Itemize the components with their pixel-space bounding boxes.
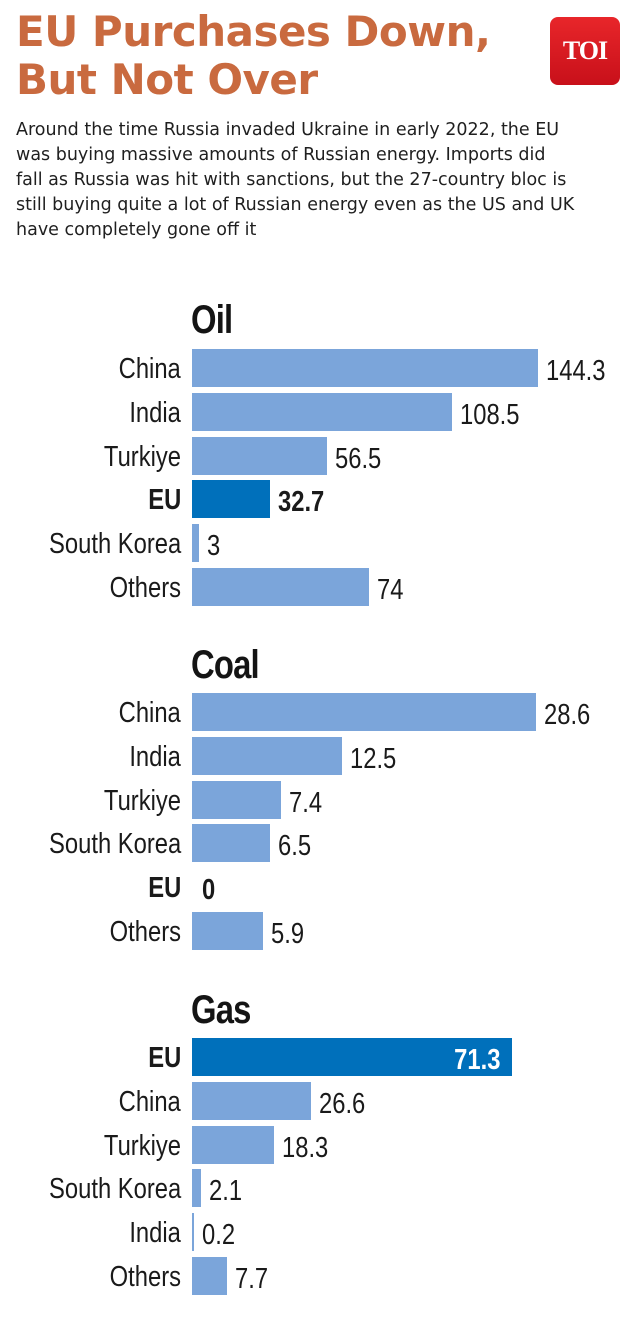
coal-row-china: China 28.6 — [0, 693, 635, 731]
gas-row-eu: EU 71.3 — [0, 1038, 635, 1076]
category-label: Others — [109, 1261, 181, 1293]
category-label: India — [129, 397, 181, 429]
coal-row-south-korea: South Korea 6.5 — [0, 824, 635, 862]
bar — [192, 824, 271, 862]
coal-row-eu: EU 0 — [0, 868, 635, 906]
bar — [192, 693, 536, 731]
bar — [192, 1213, 194, 1251]
bar — [192, 1126, 275, 1164]
category-label: Turkiye — [103, 441, 181, 473]
value-label: 74 — [377, 574, 404, 606]
oil-row-south-korea: South Korea 3 — [0, 524, 635, 562]
bar — [192, 568, 370, 606]
gas-row-turkiye: Turkiye 18.3 — [0, 1126, 635, 1164]
value-label: 26.6 — [319, 1088, 366, 1120]
bar — [192, 737, 343, 775]
value-label: 28.6 — [544, 699, 591, 731]
value-label: 0 — [202, 874, 216, 906]
value-label: 3 — [207, 530, 221, 562]
category-label: EU — [147, 1042, 181, 1074]
value-label: 32.7 — [278, 486, 325, 518]
bar — [192, 912, 263, 950]
value-label: 2.1 — [209, 1175, 243, 1207]
bar — [192, 524, 200, 562]
bar — [192, 1257, 227, 1295]
category-label: India — [129, 1217, 181, 1249]
value-label: 5.9 — [270, 918, 305, 950]
category-label: Others — [109, 572, 181, 604]
coal-row-others: Others 5.9 — [0, 912, 635, 950]
bar — [192, 1082, 312, 1120]
coal-section-title: Coal — [191, 643, 260, 687]
page-title: EU Purchases Down, But Not Over — [16, 7, 491, 104]
bar — [192, 393, 453, 431]
intro-paragraph: Around the time Russia invaded Ukraine i… — [16, 120, 575, 240]
value-label: 7.4 — [289, 787, 323, 819]
oil-row-turkiye: Turkiye 56.5 — [0, 437, 635, 475]
gas-row-china: China 26.6 — [0, 1082, 635, 1120]
bar — [192, 349, 538, 387]
value-label: 7.7 — [234, 1263, 268, 1295]
value-label: 18.3 — [282, 1132, 329, 1164]
toi-logo-icon: TOI — [550, 17, 620, 85]
category-label: EU — [147, 484, 181, 516]
value-label: 12.5 — [350, 743, 397, 775]
category-label: South Korea — [48, 828, 181, 860]
bar — [192, 480, 271, 518]
value-label: 108.5 — [460, 399, 520, 431]
coal-row-turkiye: Turkiye 7.4 — [0, 781, 635, 819]
category-label: South Korea — [48, 1173, 181, 1205]
value-label: 56.5 — [335, 443, 382, 475]
gas-section-title: Gas — [191, 988, 251, 1032]
oil-row-eu: EU 32.7 — [0, 480, 635, 518]
title-line-1: EU Purchases Down, — [16, 7, 491, 56]
bar — [192, 437, 328, 475]
oil-row-china: China 144.3 — [0, 349, 635, 387]
bar — [192, 781, 281, 819]
bar — [192, 1169, 202, 1207]
bar — [192, 1038, 512, 1076]
oil-row-others: Others 74 — [0, 568, 635, 606]
category-label: China — [118, 1086, 181, 1118]
category-label: India — [129, 741, 181, 773]
category-label: South Korea — [48, 528, 181, 560]
category-label: China — [118, 697, 181, 729]
value-label: 6.5 — [278, 830, 312, 862]
category-label: Others — [109, 916, 181, 948]
gas-row-india: India 0.2 — [0, 1213, 635, 1251]
category-label: China — [118, 353, 181, 385]
gas-row-south-korea: South Korea 2.1 — [0, 1169, 635, 1207]
value-label: 0.2 — [202, 1219, 236, 1251]
gas-row-others: Others 7.7 — [0, 1257, 635, 1295]
category-label: Turkiye — [103, 1130, 181, 1162]
category-label: Turkiye — [103, 785, 181, 817]
value-label: 144.3 — [546, 355, 606, 387]
category-label: EU — [147, 872, 181, 904]
title-line-2: But Not Over — [16, 55, 318, 104]
value-label: 71.3 — [453, 1044, 500, 1076]
oil-section-title: Oil — [191, 298, 233, 342]
coal-row-india: India 12.5 — [0, 737, 635, 775]
oil-row-india: India 108.5 — [0, 393, 635, 431]
